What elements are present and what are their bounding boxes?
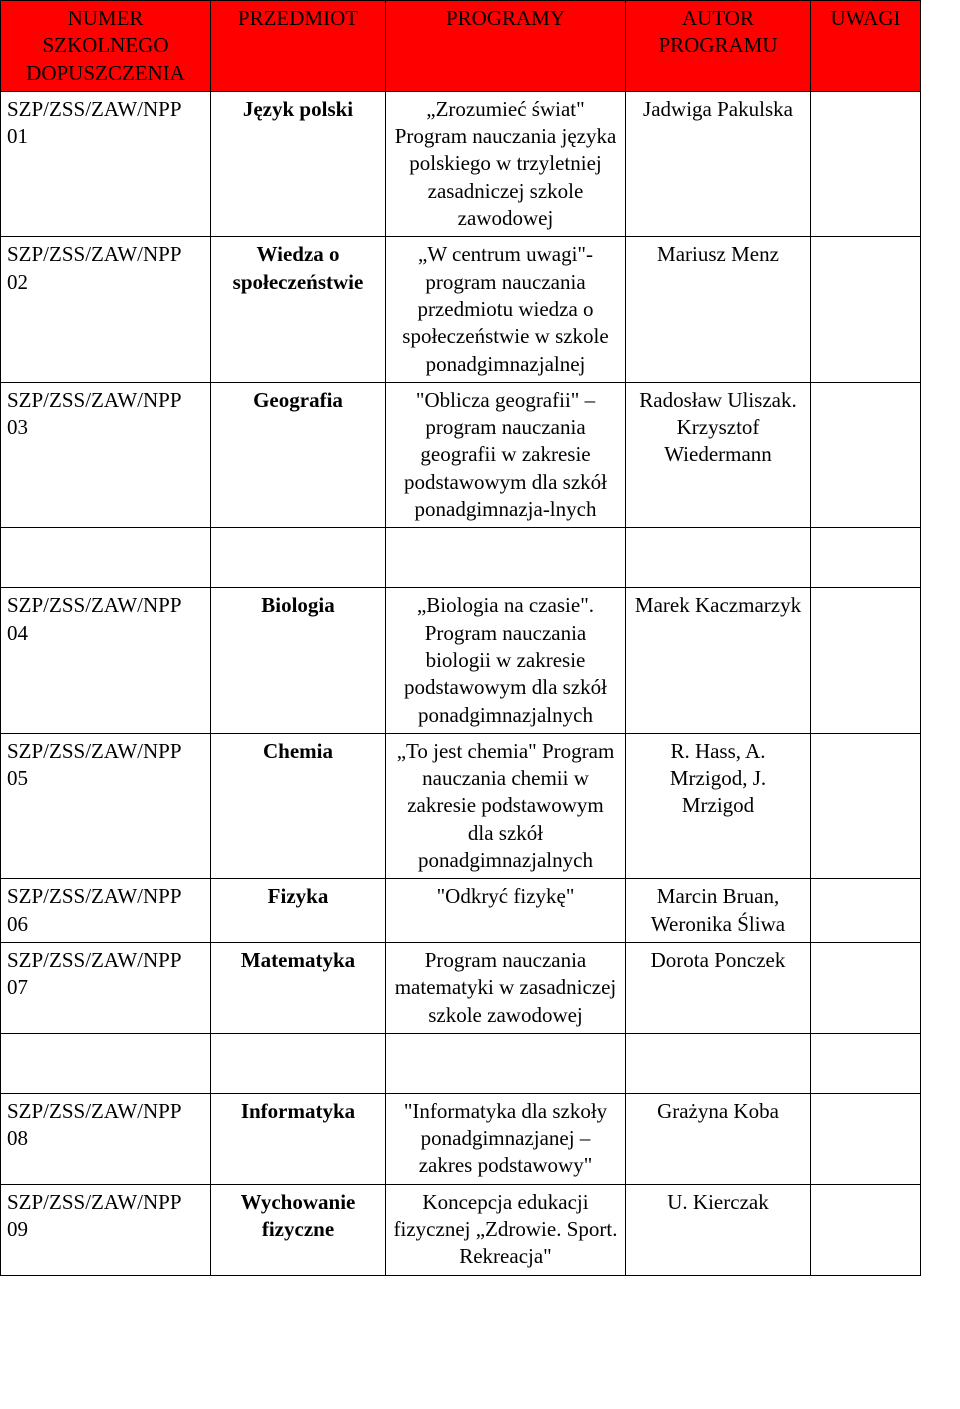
- cell-autor: Radosław Uliszak. Krzysztof Wiedermann: [626, 382, 811, 527]
- cell-autor: Marcin Bruan, Weronika Śliwa: [626, 879, 811, 943]
- spacer-cell: [386, 1033, 626, 1093]
- cell-przedmiot: Biologia: [211, 588, 386, 733]
- cell-numer: SZP/ZSS/ZAW/NPP 07: [1, 942, 211, 1033]
- spacer-row: [1, 1033, 921, 1093]
- table-body: SZP/ZSS/ZAW/NPP 01Język polski„Zrozumieć…: [1, 91, 921, 1275]
- cell-numer: SZP/ZSS/ZAW/NPP 08: [1, 1093, 211, 1184]
- cell-autor: R. Hass, A. Mrzigod, J. Mrzigod: [626, 733, 811, 878]
- cell-numer: SZP/ZSS/ZAW/NPP 09: [1, 1184, 211, 1275]
- cell-programy: „To jest chemia" Program nauczania chemi…: [386, 733, 626, 878]
- header-numer: NUMER SZKOLNEGO DOPUSZCZENIA: [1, 1, 211, 92]
- page-container: NUMER SZKOLNEGO DOPUSZCZENIA PRZEDMIOT P…: [0, 0, 960, 1276]
- cell-autor: Jadwiga Pakulska: [626, 91, 811, 236]
- cell-uwagi: [811, 733, 921, 878]
- cell-programy: Koncepcja edukacji fizycznej „Zdrowie. S…: [386, 1184, 626, 1275]
- header-uwagi: UWAGI: [811, 1, 921, 92]
- table-row: SZP/ZSS/ZAW/NPP 06Fizyka"Odkryć fizykę"M…: [1, 879, 921, 943]
- cell-numer: SZP/ZSS/ZAW/NPP 06: [1, 879, 211, 943]
- cell-programy: "Odkryć fizykę": [386, 879, 626, 943]
- cell-programy: "Oblicza geografii" – program nauczania …: [386, 382, 626, 527]
- cell-przedmiot: Wiedza o społeczeństwie: [211, 237, 386, 382]
- spacer-cell: [211, 528, 386, 588]
- cell-numer: SZP/ZSS/ZAW/NPP 03: [1, 382, 211, 527]
- table-row: SZP/ZSS/ZAW/NPP 01Język polski„Zrozumieć…: [1, 91, 921, 236]
- cell-uwagi: [811, 91, 921, 236]
- table-row: SZP/ZSS/ZAW/NPP 02Wiedza o społeczeństwi…: [1, 237, 921, 382]
- cell-uwagi: [811, 237, 921, 382]
- cell-przedmiot: Fizyka: [211, 879, 386, 943]
- cell-przedmiot: Język polski: [211, 91, 386, 236]
- cell-przedmiot: Matematyka: [211, 942, 386, 1033]
- cell-przedmiot: Chemia: [211, 733, 386, 878]
- table-row: SZP/ZSS/ZAW/NPP 05Chemia„To jest chemia"…: [1, 733, 921, 878]
- spacer-cell: [1, 1033, 211, 1093]
- cell-programy: „W centrum uwagi"- program nauczania prz…: [386, 237, 626, 382]
- cell-uwagi: [811, 879, 921, 943]
- cell-programy: "Informatyka dla szkoły ponadgimnazjanej…: [386, 1093, 626, 1184]
- cell-numer: SZP/ZSS/ZAW/NPP 05: [1, 733, 211, 878]
- cell-autor: Dorota Ponczek: [626, 942, 811, 1033]
- spacer-cell: [626, 1033, 811, 1093]
- table-row: SZP/ZSS/ZAW/NPP 03Geografia"Oblicza geog…: [1, 382, 921, 527]
- cell-przedmiot: Geografia: [211, 382, 386, 527]
- table-row: SZP/ZSS/ZAW/NPP 08Informatyka"Informatyk…: [1, 1093, 921, 1184]
- spacer-cell: [211, 1033, 386, 1093]
- spacer-cell: [626, 528, 811, 588]
- table-row: SZP/ZSS/ZAW/NPP 09Wychowanie fizyczneKon…: [1, 1184, 921, 1275]
- table-row: SZP/ZSS/ZAW/NPP 04Biologia„Biologia na c…: [1, 588, 921, 733]
- cell-autor: Mariusz Menz: [626, 237, 811, 382]
- cell-uwagi: [811, 588, 921, 733]
- cell-numer: SZP/ZSS/ZAW/NPP 01: [1, 91, 211, 236]
- cell-programy: „Biologia na czasie". Program nauczania …: [386, 588, 626, 733]
- spacer-cell: [811, 528, 921, 588]
- cell-autor: U. Kierczak: [626, 1184, 811, 1275]
- header-przedmiot: PRZEDMIOT: [211, 1, 386, 92]
- cell-numer: SZP/ZSS/ZAW/NPP 02: [1, 237, 211, 382]
- curriculum-table: NUMER SZKOLNEGO DOPUSZCZENIA PRZEDMIOT P…: [0, 0, 921, 1276]
- cell-uwagi: [811, 1184, 921, 1275]
- spacer-cell: [1, 528, 211, 588]
- cell-uwagi: [811, 382, 921, 527]
- header-programy: PROGRAMY: [386, 1, 626, 92]
- header-autor: AUTOR PROGRAMU: [626, 1, 811, 92]
- table-header: NUMER SZKOLNEGO DOPUSZCZENIA PRZEDMIOT P…: [1, 1, 921, 92]
- spacer-row: [1, 528, 921, 588]
- spacer-cell: [386, 528, 626, 588]
- cell-programy: Program nauczania matematyki w zasadnicz…: [386, 942, 626, 1033]
- table-row: SZP/ZSS/ZAW/NPP 07MatematykaProgram nauc…: [1, 942, 921, 1033]
- cell-uwagi: [811, 942, 921, 1033]
- cell-programy: „Zrozumieć świat" Program nauczania języ…: [386, 91, 626, 236]
- cell-autor: Marek Kaczmarzyk: [626, 588, 811, 733]
- cell-uwagi: [811, 1093, 921, 1184]
- cell-numer: SZP/ZSS/ZAW/NPP 04: [1, 588, 211, 733]
- cell-przedmiot: Informatyka: [211, 1093, 386, 1184]
- cell-autor: Grażyna Koba: [626, 1093, 811, 1184]
- spacer-cell: [811, 1033, 921, 1093]
- cell-przedmiot: Wychowanie fizyczne: [211, 1184, 386, 1275]
